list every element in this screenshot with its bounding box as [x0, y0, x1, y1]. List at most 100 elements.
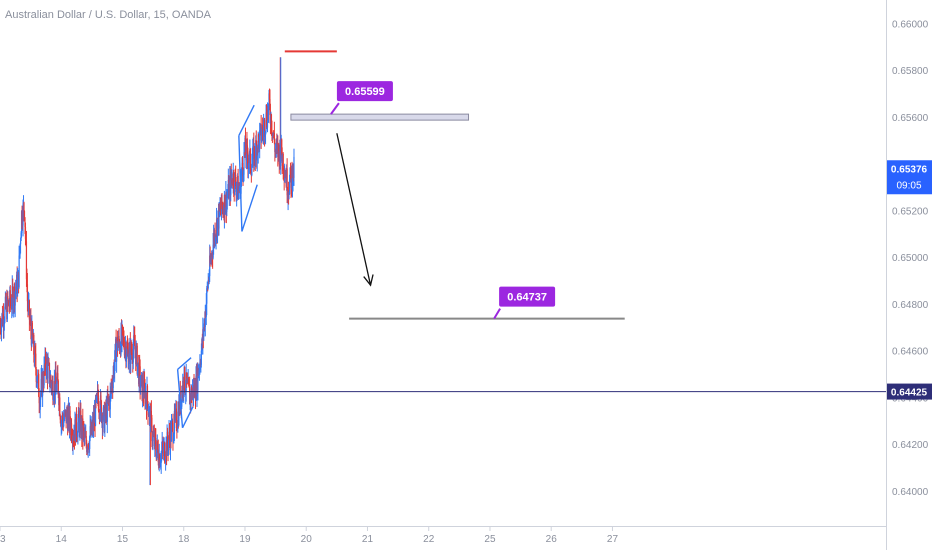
candle-body — [4, 306, 6, 322]
candle-body — [99, 395, 102, 416]
candle-body — [117, 344, 119, 351]
channel-lower-line[interactable] — [241, 184, 258, 232]
candle-body — [150, 410, 152, 418]
candle-body — [121, 325, 124, 328]
countdown-label: 09:05 — [896, 180, 921, 191]
candle-body — [194, 383, 196, 399]
candle-body — [273, 132, 275, 143]
channel-upper-line[interactable] — [238, 104, 255, 136]
candle-body — [281, 139, 283, 154]
y-tick-label: 0.66000 — [892, 19, 929, 30]
candle-body — [28, 300, 30, 320]
candle-body — [263, 120, 266, 137]
candle-body — [175, 408, 177, 429]
candle-body — [241, 162, 244, 169]
candle-body — [25, 241, 28, 280]
candle-body — [100, 401, 103, 422]
candle-body — [63, 420, 65, 427]
candle-body — [259, 130, 261, 149]
current-price-label: 0.65376 — [891, 164, 928, 175]
candle-body — [18, 255, 20, 288]
candle-body — [143, 380, 145, 398]
channel-left-line[interactable] — [176, 369, 184, 428]
candle-body — [125, 356, 128, 362]
candle-body — [234, 172, 236, 192]
candle-body — [218, 204, 220, 229]
candle-body — [244, 137, 247, 155]
resistance-label-pointer — [330, 102, 340, 115]
down-arrow-line[interactable] — [336, 133, 372, 286]
channel-upper-line[interactable] — [177, 357, 192, 370]
candle-body — [23, 211, 26, 218]
candle-body — [186, 372, 188, 383]
horizontal-line-badge — [887, 383, 932, 400]
candle-body — [184, 367, 186, 391]
chart-title: Australian Dollar / U.S. Dollar, 15, OAN… — [5, 9, 212, 21]
candle-body — [271, 130, 273, 133]
resistance-label-box[interactable] — [336, 81, 393, 102]
candle-body — [19, 240, 22, 245]
candle-body — [57, 373, 59, 381]
candle-body — [131, 352, 133, 360]
candle-body — [51, 383, 53, 389]
candle-body — [172, 423, 174, 443]
target-label-box[interactable] — [499, 286, 556, 307]
candle-body — [181, 390, 183, 407]
candle-body — [146, 386, 149, 402]
candle-body — [197, 368, 199, 391]
candle-body — [95, 394, 98, 401]
target-label-pointer — [493, 308, 501, 320]
channel-lower-line[interactable] — [181, 406, 194, 429]
candle-body — [24, 217, 26, 227]
candle-body — [50, 376, 52, 383]
x-tick-label: 22 — [423, 534, 435, 545]
candle-body — [89, 436, 91, 450]
horizontal-line-badge-label: 0.64425 — [891, 388, 928, 399]
x-tick-label: 18 — [178, 534, 190, 545]
candle-body — [44, 354, 47, 370]
x-tick-label: 26 — [546, 534, 558, 545]
candle-body — [133, 335, 135, 349]
candle-body — [228, 182, 230, 199]
candle-body — [40, 378, 42, 393]
candle-body — [249, 148, 251, 169]
current-price-badge — [887, 160, 932, 195]
candle-body — [233, 172, 235, 188]
candle-body — [116, 346, 118, 362]
candle-body — [56, 382, 58, 392]
candle-body — [38, 374, 40, 397]
candle-body — [15, 288, 17, 290]
resistance-zone-box[interactable] — [290, 113, 470, 121]
y-tick-label: 0.64600 — [892, 347, 929, 358]
candle-body — [30, 318, 32, 331]
candle-body — [47, 363, 49, 379]
candle-body — [157, 449, 159, 463]
candle-body — [23, 202, 25, 212]
y-tick-label: 0.65200 — [892, 206, 929, 217]
candle-body — [182, 380, 184, 393]
resistance-label-text: 0.65599 — [345, 86, 385, 98]
candle-body — [251, 164, 253, 176]
x-tick-label: 27 — [607, 534, 619, 545]
x-tick-label: 20 — [301, 534, 313, 545]
candle-body — [204, 311, 206, 327]
candle-body — [75, 413, 78, 435]
channel-left-line[interactable] — [238, 135, 243, 232]
candle-body — [255, 140, 257, 160]
candle-body — [258, 134, 260, 137]
candle-body — [289, 167, 292, 175]
candle-body — [45, 357, 48, 374]
candle-body — [17, 278, 19, 294]
candle-body — [152, 434, 154, 442]
candle-body — [221, 194, 223, 207]
candle-body — [33, 334, 35, 355]
candle-body — [57, 380, 59, 395]
candle-body — [216, 219, 219, 237]
y-tick-label: 0.64000 — [892, 487, 929, 498]
candle-body — [286, 168, 288, 196]
candle-body — [151, 417, 153, 442]
candle-body — [31, 322, 33, 336]
x-tick-label: 21 — [362, 534, 374, 545]
